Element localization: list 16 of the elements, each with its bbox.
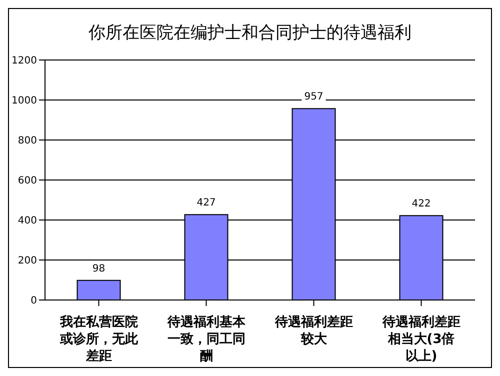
y-tick-label: 200 <box>18 256 37 267</box>
y-tick-label: 600 <box>18 176 37 187</box>
data-label: 427 <box>196 198 216 209</box>
x-tick-label: 待遇福利差距较大 <box>274 314 353 347</box>
y-tick-label: 0 <box>30 296 37 307</box>
data-label: 98 <box>92 263 106 274</box>
data-label: 957 <box>304 92 324 103</box>
data-label: 422 <box>412 198 431 210</box>
y-tick-label: 1200 <box>12 56 37 67</box>
y-tick-label: 1000 <box>12 96 37 107</box>
x-tick-label: 我在私营医院或诊所，无此差距 <box>58 314 139 364</box>
chart-title: 你所在医院在编护士和合同护士的待遇福利 <box>88 22 412 44</box>
x-tick-label: 待遇福利差距相当大(3倍以上) <box>381 314 460 364</box>
x-tick-label: 待遇福利基本一致，同工同酬 <box>166 314 246 364</box>
y-tick-label: 400 <box>18 216 37 227</box>
y-tick-label: 800 <box>18 136 37 147</box>
